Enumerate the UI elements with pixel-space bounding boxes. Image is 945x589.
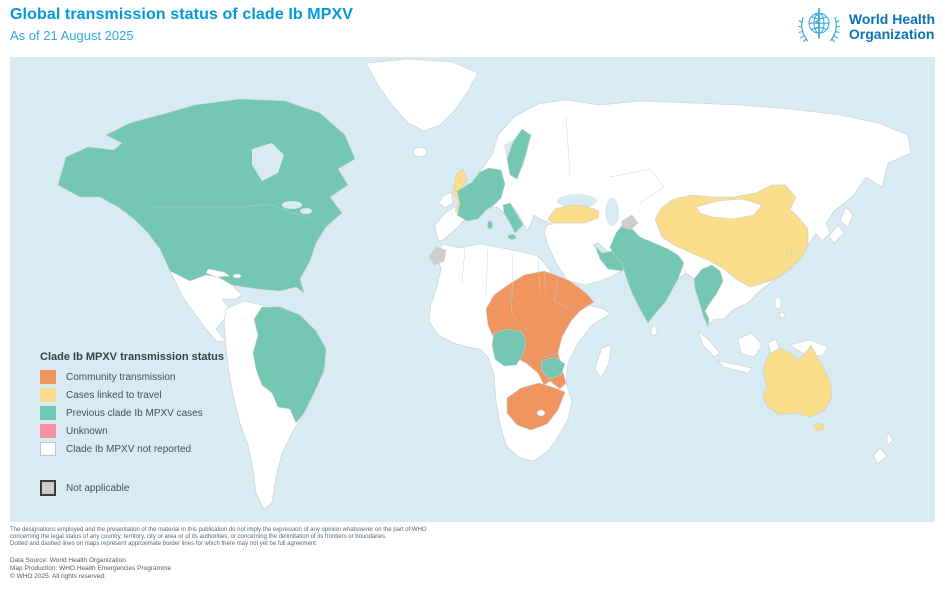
- map-region-western-sahara: [428, 246, 447, 266]
- map-region-caribbean: [232, 273, 242, 279]
- map-region-caribbean: [205, 268, 231, 278]
- map-region-tasmania: [814, 422, 824, 432]
- legend-item-label: Community transmission: [66, 371, 176, 383]
- great-lakes: [300, 208, 312, 214]
- great-lakes: [282, 201, 302, 209]
- disclaimer-text: The designations employed and the presen…: [10, 527, 427, 548]
- map-region-sri-lanka: [650, 326, 658, 336]
- legend-swatch-unknown: [40, 424, 56, 438]
- map-region-philippines: [774, 296, 782, 310]
- legend-swatch-not-reported: [40, 442, 56, 456]
- map-region-iceland: [412, 147, 428, 157]
- legend-item-label: Previous clade Ib MPXV cases: [66, 407, 203, 419]
- legend-swatch-travel: [40, 388, 56, 402]
- map-footer: Data Source: World Health Organization M…: [10, 557, 610, 581]
- map-region-mongolia: [695, 198, 763, 220]
- legend: Clade Ib MPXV transmission status Commun…: [40, 351, 270, 500]
- legend-swatch-community: [40, 370, 56, 384]
- map-region-indonesia: [717, 360, 753, 374]
- map-region-philippines: [779, 311, 785, 319]
- map-region-sardinia: [487, 220, 493, 230]
- map-region-pakistan-india: [609, 222, 685, 324]
- legend-swatch-previous: [40, 406, 56, 420]
- who-logo-text: World Health Organization: [848, 10, 935, 42]
- who-emblem-icon: [797, 7, 841, 43]
- map-region-australia: [761, 344, 833, 418]
- map-production-line: Map Production: WHO Health Emergencies P…: [10, 565, 172, 573]
- map-region-south-africa: [506, 382, 566, 431]
- legend-item: Community transmission: [40, 370, 270, 384]
- map-region-north-america: [57, 98, 356, 294]
- map-region-angola: [491, 328, 527, 367]
- who-logo: World Health Organization: [796, 4, 935, 50]
- world-map: [57, 58, 912, 510]
- map-region-sweden: [506, 128, 532, 180]
- map-region-taiwan: [786, 248, 792, 258]
- legend-title: Clade Ib MPXV transmission status: [40, 351, 224, 363]
- world-map-panel: Clade Ib MPXV transmission status Commun…: [10, 57, 935, 522]
- data-source-line: Data Source: World Health Organization: [10, 557, 126, 564]
- copyright-line: © WHO 2025. All rights reserved.: [10, 573, 106, 581]
- legend-swatch-not-applicable: [40, 480, 56, 496]
- map-region-china: [654, 184, 809, 288]
- map-region-lesotho: [536, 409, 546, 417]
- map-region-madagascar: [594, 344, 612, 379]
- map-region-ireland: [438, 191, 454, 209]
- map-region-italy: [502, 202, 524, 234]
- hudson-bay: [252, 143, 284, 181]
- map-region-western-europe: [456, 167, 506, 222]
- map-region-turkiye: [547, 204, 600, 224]
- legend-item-label: Unknown: [66, 425, 108, 437]
- page-title: Global transmission status of clade Ib M…: [10, 6, 354, 23]
- legend-item: Cases linked to travel: [40, 388, 270, 402]
- country-borders: [150, 116, 687, 358]
- map-region-indonesia: [737, 332, 763, 358]
- map-region-indonesia: [697, 330, 721, 358]
- map-region-hainan: [764, 276, 770, 282]
- legend-item: Previous clade Ib MPXV cases: [40, 406, 270, 420]
- legend-item: Clade Ib MPXV not reported: [40, 442, 270, 456]
- legend-item-label: Clade Ib MPXV not reported: [66, 443, 192, 455]
- map-region-japan: [839, 206, 854, 228]
- legend-item-label: Not applicable: [66, 482, 130, 494]
- map-region-thailand-malaysia: [693, 264, 724, 328]
- page-subtitle: As of 21 August 2025: [10, 28, 134, 43]
- map-region-new-zealand: [886, 431, 894, 447]
- map-region-japan: [828, 224, 845, 244]
- map-region-zimbabwe: [540, 356, 566, 380]
- legend-item: Unknown: [40, 424, 270, 438]
- map-region-kashmir: [621, 214, 639, 231]
- legend-item-not-applicable: Not applicable: [40, 480, 270, 496]
- map-region-sicily: [507, 234, 517, 240]
- black-sea: [557, 194, 597, 208]
- map-region-greenland: [365, 58, 479, 132]
- map-region-brazil: [252, 306, 327, 424]
- caspian-sea: [605, 198, 619, 226]
- map-region-new-zealand: [873, 447, 888, 465]
- legend-item-label: Cases linked to travel: [66, 389, 162, 401]
